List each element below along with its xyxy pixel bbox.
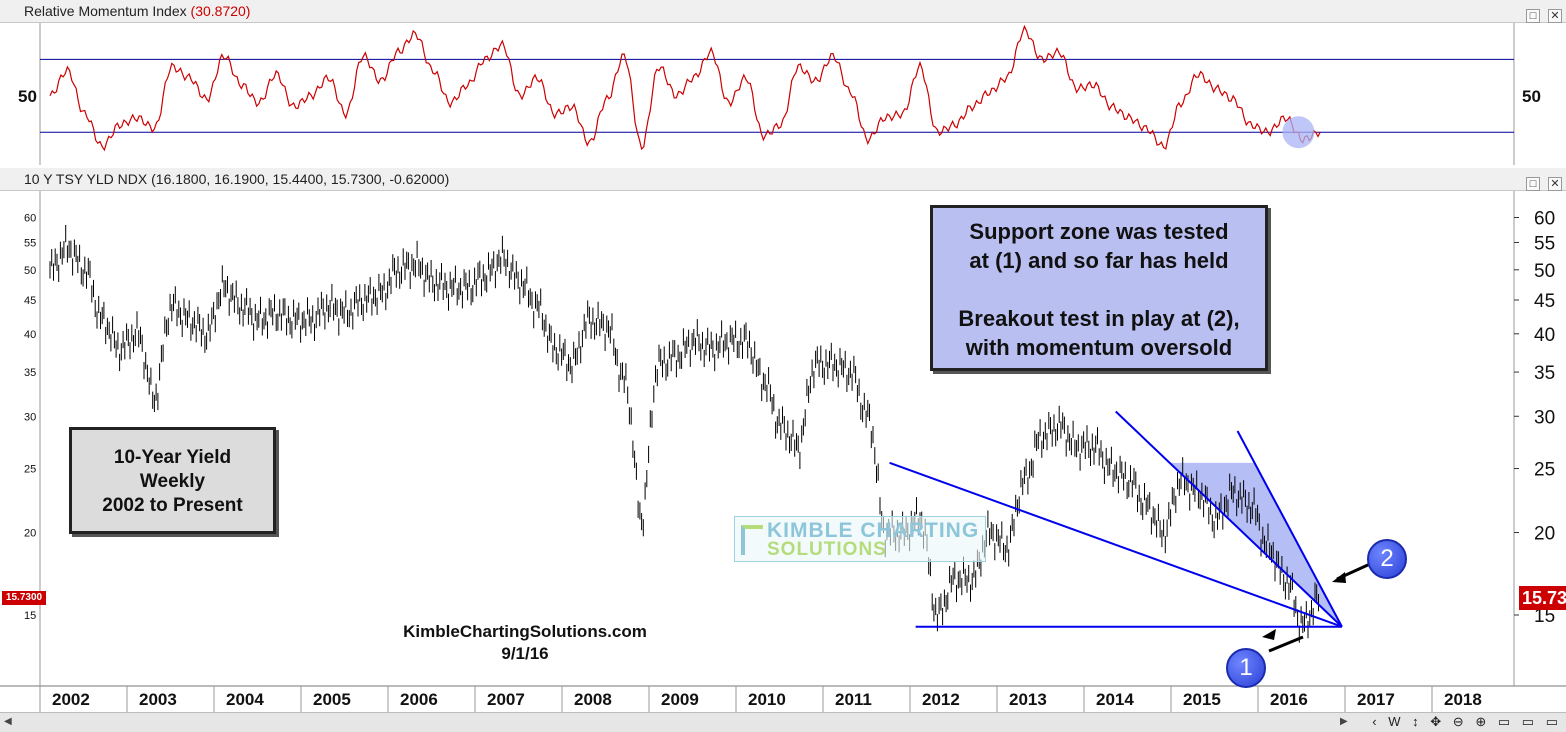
year-tick-label: 2010: [748, 690, 786, 709]
momentum-chart: 50 50: [0, 23, 1566, 165]
price-y-tick-right: 50: [1534, 261, 1555, 282]
price-y-ticks-left: 15 20 25 30 35 40 45 50 55 60: [24, 213, 36, 623]
marker-2-badge: 2: [1367, 539, 1407, 579]
year-tick-label: 2017: [1357, 690, 1395, 709]
year-tick-label: 2012: [922, 690, 960, 709]
year-tick-label: 2006: [400, 690, 438, 709]
price-y-tick-right: 20: [1534, 524, 1555, 545]
year-tick-label: 2008: [574, 690, 612, 709]
layout-icon-3[interactable]: ▭: [1545, 714, 1558, 729]
arrow-1: [1268, 635, 1304, 653]
close-icon[interactable]: ✕: [1548, 9, 1562, 23]
restore-icon[interactable]: □: [1526, 9, 1541, 23]
price-y-tick-left: 55: [24, 237, 36, 249]
arrow-2-head: [1332, 572, 1346, 583]
price-y-tick-left: 35: [24, 367, 36, 379]
current-price-tag-right: 15.73: [1519, 586, 1566, 610]
marker-1-badge: 1: [1226, 648, 1266, 688]
support-callout-line2: at (1) and so far has held: [969, 248, 1229, 273]
price-y-tick-left: 60: [24, 213, 36, 225]
price-y-tick-right: 45: [1534, 291, 1555, 312]
close-icon[interactable]: ✕: [1548, 177, 1562, 191]
year-tick-label: 2013: [1009, 690, 1047, 709]
price-y-tick-right: 30: [1534, 407, 1555, 428]
falling-channel-lower-trendline: [1115, 410, 1343, 628]
year-tick-label: 2014: [1096, 690, 1134, 709]
price-y-tick-right: 40: [1534, 325, 1555, 346]
price-y-tick-left: 15: [24, 610, 36, 622]
price-y-tick-right: 60: [1534, 209, 1555, 230]
footer-tools: ‹ W ↕ ✥ ⊖ ⊕ ▭ ▭ ▭: [1364, 714, 1558, 730]
year-tick-label: 2005: [313, 690, 351, 709]
momentum-y-tick-left: 50: [18, 87, 37, 106]
price-bars: [49, 224, 1319, 643]
chart-label-line1: 10-Year Yield: [113, 447, 232, 468]
price-y-tick-right: 25: [1534, 460, 1555, 481]
chart-date: 9/1/16: [501, 644, 549, 663]
momentum-y-tick-right: 50: [1522, 87, 1541, 106]
year-tick-label: 2015: [1183, 690, 1221, 709]
prev-icon[interactable]: ‹: [1372, 714, 1377, 729]
zoom-out-icon[interactable]: ⊖: [1452, 714, 1464, 729]
layout-icon-2[interactable]: ▭: [1521, 714, 1535, 729]
chart-label-box: 10-Year Yield Weekly 2002 to Present: [69, 427, 276, 534]
chart-label-line2: Weekly: [139, 471, 206, 492]
watermark-line2: SOLUTIONS: [767, 539, 887, 560]
price-y-tick-left: 40: [24, 329, 36, 341]
current-price-tag-left: 15.7300: [2, 591, 46, 605]
year-axis: 2002 2003 2004 2005 2006 2007 2008 2009 2010 2011…: [39, 686, 1482, 712]
watermark-mark-icon: [741, 525, 763, 555]
price-y-tick-left: 25: [24, 464, 36, 476]
support-callout-box: Support zone was tested at (1) and so fa…: [930, 205, 1268, 371]
year-tick-label: 2004: [226, 690, 264, 709]
chart-label-line3: 2002 to Present: [102, 495, 243, 516]
zoom-in-icon[interactable]: ⊕: [1475, 714, 1487, 729]
vertical-scale-icon[interactable]: ↕: [1412, 714, 1419, 729]
year-tick-label: 2016: [1270, 690, 1308, 709]
price-panel-title: 10 Y TSY YLD NDX (16.1800, 16.1900, 15.4…: [24, 171, 450, 187]
support-callout-line3: Breakout test in play at (2),: [958, 306, 1240, 331]
price-y-tick-right: 55: [1534, 233, 1555, 254]
price-window-buttons: □ ✕: [1522, 171, 1562, 193]
scroll-left-icon[interactable]: ◀: [4, 716, 12, 727]
price-y-tick-left: 30: [24, 411, 36, 423]
site-name: KimbleChartingSolutions.com: [403, 622, 647, 641]
watermark-line1: KIMBLE CHARTING: [767, 519, 980, 542]
price-y-tick-right: 35: [1534, 363, 1555, 384]
momentum-panel-title: Relative Momentum Index (30.8720): [24, 0, 250, 22]
price-y-tick-left: 20: [24, 528, 36, 540]
oversold-highlight-circle: [1282, 116, 1315, 149]
falling-channel-upper-trendline: [1236, 430, 1343, 628]
price-panel-header: 10 Y TSY YLD NDX (16.1800, 16.1900, 15.4…: [0, 168, 1566, 191]
year-tick-label: 2009: [661, 690, 699, 709]
price-y-tick-right: 15: [1534, 606, 1555, 627]
weekly-button[interactable]: W: [1388, 714, 1401, 729]
year-tick-label: 2011: [835, 690, 872, 709]
support-callout-line1: Support zone was tested: [969, 219, 1229, 244]
arrow-1-head: [1262, 629, 1276, 640]
watermark-logo: KIMBLE CHARTING SOLUTIONS: [734, 516, 986, 562]
momentum-value-text: (30.8720): [190, 3, 251, 19]
layout-icon-1[interactable]: ▭: [1497, 714, 1511, 729]
upper-wedge-line-trendline: [889, 461, 1343, 628]
price-y-ticks-right: 15 20 25 30 35 40 45 50 55 60: [1514, 209, 1555, 627]
year-tick-label: 2003: [139, 690, 177, 709]
year-tick-label: 2002: [52, 690, 90, 709]
price-y-tick-left: 45: [24, 295, 36, 307]
restore-icon[interactable]: □: [1526, 177, 1541, 191]
momentum-window-buttons: □ ✕: [1522, 3, 1562, 25]
chart-footer-toolbar: ◀ ▶ ‹ W ↕ ✥ ⊖ ⊕ ▭ ▭ ▭: [0, 712, 1566, 732]
scroll-right-icon[interactable]: ▶: [1340, 716, 1348, 727]
momentum-title-text: Relative Momentum Index: [24, 3, 187, 19]
year-tick-label: 2007: [487, 690, 525, 709]
momentum-panel-header: Relative Momentum Index (30.8720) □ ✕: [0, 0, 1566, 23]
year-tick-label: 2018: [1444, 690, 1482, 709]
momentum-series-line: [49, 24, 1321, 152]
price-y-tick-left: 50: [24, 265, 36, 277]
trendlines: [889, 410, 1343, 628]
support-callout-line4: with momentum oversold: [965, 335, 1233, 360]
pan-icon[interactable]: ✥: [1430, 714, 1442, 729]
